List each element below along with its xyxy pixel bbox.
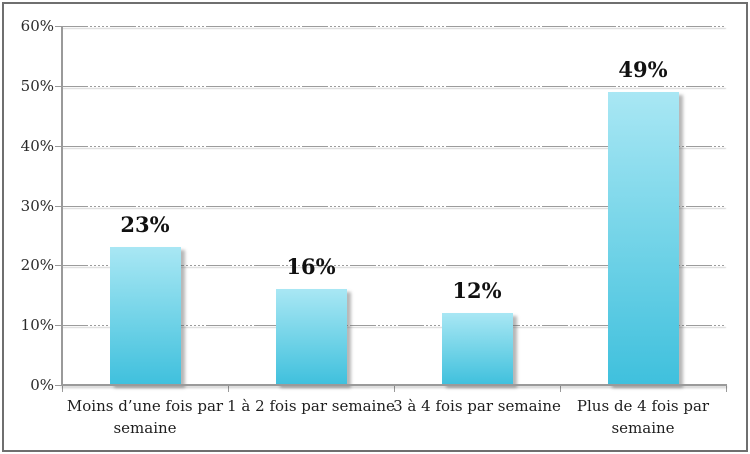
x-axis-category-label: 3 à 4 fois par semaine	[393, 397, 561, 415]
y-axis-tick-label: 10%	[20, 316, 54, 335]
bar	[607, 91, 679, 385]
x-axis-category-label: 1 à 2 fois par semaine	[227, 397, 395, 415]
x-axis-line	[61, 384, 727, 386]
y-axis-tick-label: 40%	[20, 136, 54, 155]
gridline	[62, 265, 726, 267]
x-axis-tick	[228, 385, 229, 392]
x-axis-category-label: Plus de 4 fois par semaine	[576, 397, 710, 437]
y-axis-tick-label: 60%	[20, 17, 54, 35]
bar-value-label: 49%	[618, 56, 668, 82]
x-axis-tick	[560, 385, 561, 392]
y-axis-tick	[55, 85, 62, 87]
x-axis-tick	[394, 385, 395, 392]
gridline	[62, 325, 726, 327]
y-axis-tick	[55, 205, 62, 207]
y-axis-tick	[55, 145, 62, 147]
y-axis-tick	[55, 265, 62, 267]
y-axis-tick	[55, 325, 62, 327]
y-axis-tick	[55, 385, 62, 386]
y-axis-tick-label: 50%	[20, 76, 54, 95]
bar-value-label: 12%	[452, 278, 502, 304]
gridline	[62, 26, 726, 27]
bar	[109, 247, 181, 385]
y-axis-line	[61, 26, 63, 386]
y-axis-tick-label: 30%	[20, 196, 54, 215]
x-axis-category-label: Moins d’une fois par semaine	[66, 397, 224, 437]
bar-value-label: 23%	[120, 212, 170, 238]
y-axis-tick-label: 0%	[30, 376, 54, 394]
gridline	[62, 145, 726, 147]
gridline	[62, 85, 726, 87]
y-axis-tick-label: 20%	[20, 256, 54, 275]
x-axis-tick	[726, 385, 727, 392]
gridline	[62, 205, 726, 207]
y-axis-tick	[55, 26, 62, 27]
bar	[441, 313, 513, 385]
bar	[275, 289, 347, 385]
x-axis-tick	[62, 385, 63, 392]
bar-value-label: 16%	[286, 254, 336, 280]
